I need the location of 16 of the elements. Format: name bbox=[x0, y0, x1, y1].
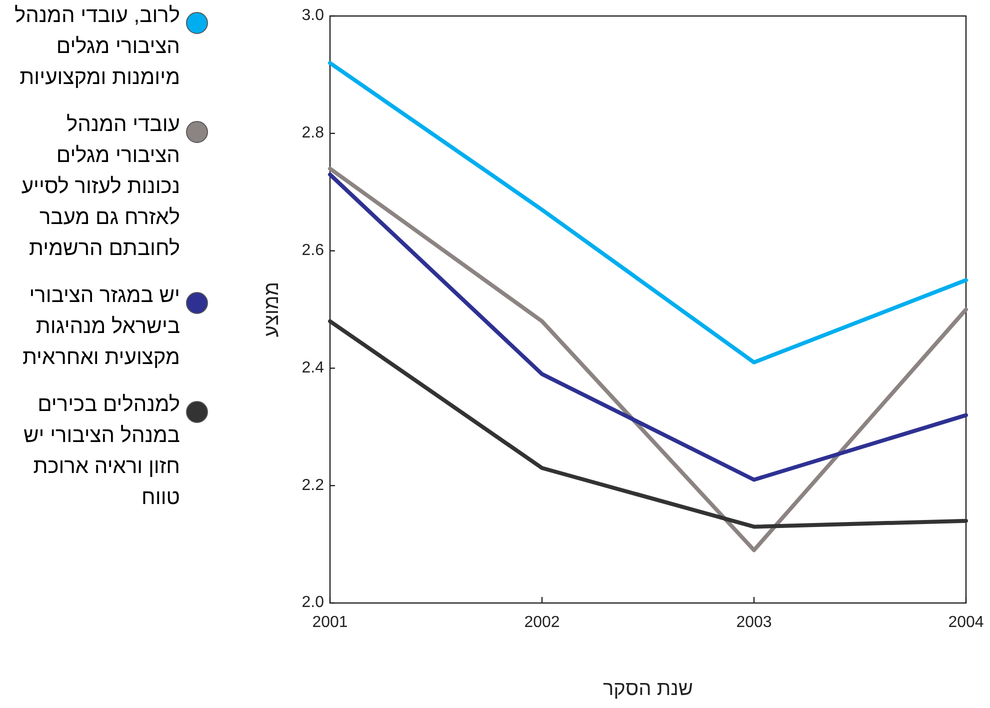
x-tick-label: 2004 bbox=[948, 614, 984, 631]
y-tick-label: 2.4 bbox=[302, 359, 324, 376]
legend-label: למנהלים בכירים במנהל הציבורי יש חזון וראיה ארוכת טווח bbox=[22, 392, 180, 511]
x-axis-title: שנת הסקר bbox=[602, 678, 694, 700]
y-tick-label: 2.0 bbox=[302, 594, 324, 612]
x-tick-label: 2003 bbox=[736, 614, 772, 631]
legend-label: יש במגזר הציבורי בישראל מנהיגות מקצועית ואחראית bbox=[21, 283, 180, 371]
y-axis-title: ממוצע bbox=[261, 282, 283, 338]
legend-label: לרוב, עובדי המנהל הציבורי מגלים מיומנות ומקצועיות bbox=[13, 3, 180, 91]
y-tick-label: 3.0 bbox=[302, 7, 324, 24]
y-tick-label: 2.6 bbox=[302, 242, 324, 260]
legend-label: עובדי המנהל הציבורי מגלים נכונות לעזור לסייע לאזרח גם מעבר לחובתם הרשמית bbox=[20, 112, 180, 262]
y-tick-label: 2.2 bbox=[302, 476, 324, 494]
x-tick-label: 2001 bbox=[312, 614, 348, 631]
x-tick-label: 2002 bbox=[524, 614, 560, 631]
y-tick-label: 2.8 bbox=[302, 124, 324, 142]
